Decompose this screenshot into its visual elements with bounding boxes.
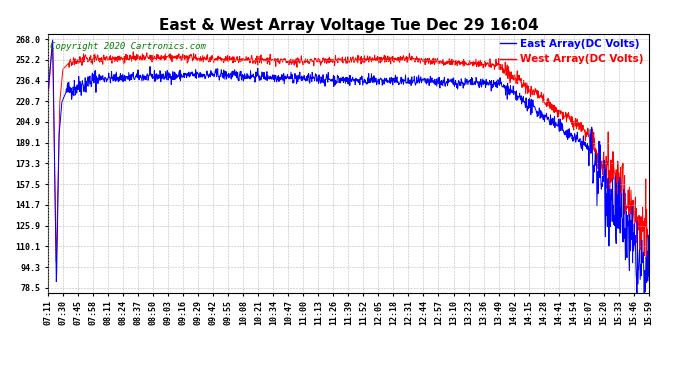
Title: East & West Array Voltage Tue Dec 29 16:04: East & West Array Voltage Tue Dec 29 16:…	[159, 18, 538, 33]
Text: Copyright 2020 Cartronics.com: Copyright 2020 Cartronics.com	[50, 42, 206, 51]
Legend: East Array(DC Volts), West Array(DC Volts): East Array(DC Volts), West Array(DC Volt…	[500, 39, 643, 64]
